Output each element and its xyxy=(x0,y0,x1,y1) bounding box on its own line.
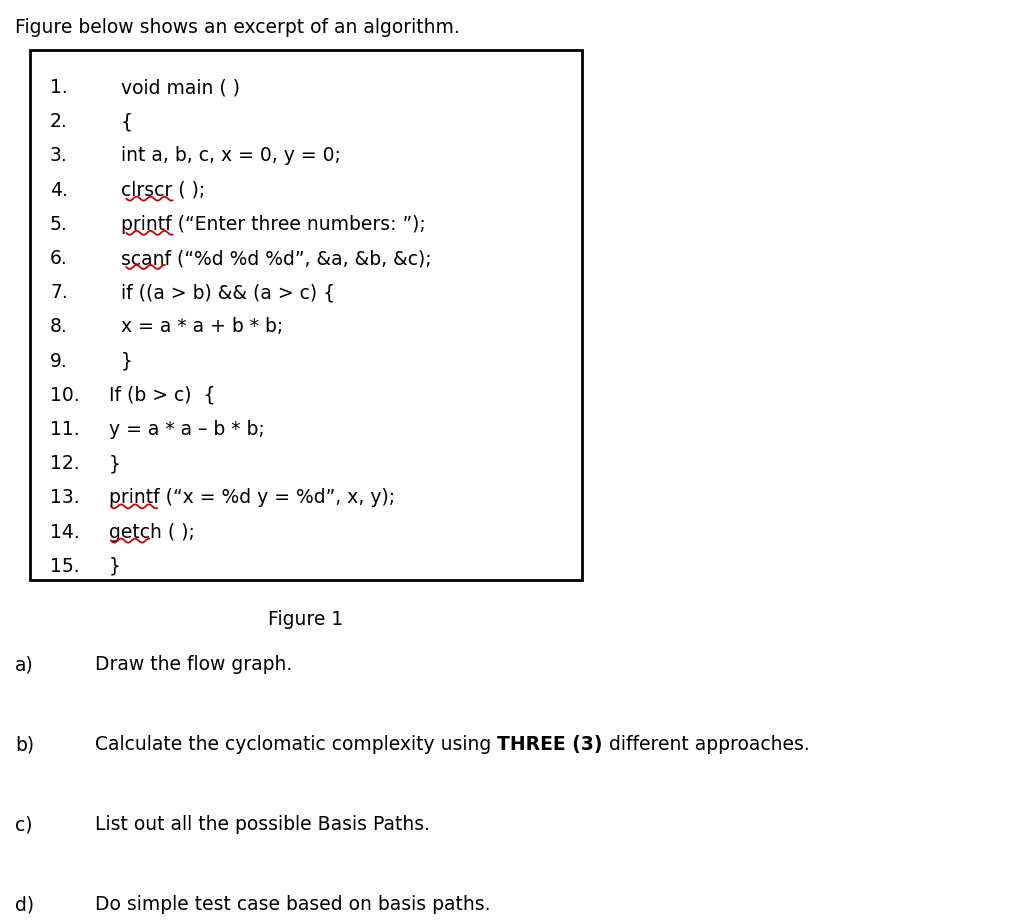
Text: 3.: 3. xyxy=(50,146,68,166)
Text: List out all the possible Basis Paths.: List out all the possible Basis Paths. xyxy=(95,815,430,834)
Text: Do simple test case based on basis paths.: Do simple test case based on basis paths… xyxy=(95,895,490,914)
Text: y = a * a – b * b;: y = a * a – b * b; xyxy=(103,420,265,439)
Text: If (b > c)  {: If (b > c) { xyxy=(103,386,215,405)
Bar xyxy=(30,50,582,580)
Text: }: } xyxy=(103,352,133,370)
Text: int a, b, c, x = 0, y = 0;: int a, b, c, x = 0, y = 0; xyxy=(103,146,341,166)
Text: a): a) xyxy=(15,655,34,674)
Text: 7.: 7. xyxy=(50,283,68,302)
Text: Draw the flow graph.: Draw the flow graph. xyxy=(95,655,292,674)
Text: d): d) xyxy=(15,895,34,914)
Text: if ((a > b) && (a > c) {: if ((a > b) && (a > c) { xyxy=(103,283,335,302)
Text: scanf (“%d %d %d”, &a, &b, &c);: scanf (“%d %d %d”, &a, &b, &c); xyxy=(103,249,432,268)
Text: clrscr ( );: clrscr ( ); xyxy=(103,181,205,200)
Text: 6.: 6. xyxy=(50,249,68,268)
Text: x = a * a + b * b;: x = a * a + b * b; xyxy=(103,318,284,336)
Text: different approaches.: different approaches. xyxy=(603,735,810,754)
Text: 2.: 2. xyxy=(50,112,68,131)
Text: printf (“Enter three numbers: ”);: printf (“Enter three numbers: ”); xyxy=(103,215,426,234)
Text: Calculate the cyclomatic complexity using: Calculate the cyclomatic complexity usin… xyxy=(95,735,498,754)
Text: 8.: 8. xyxy=(50,318,68,336)
Text: 15.: 15. xyxy=(50,557,80,576)
Text: 4.: 4. xyxy=(50,181,68,200)
Text: 14.: 14. xyxy=(50,522,80,542)
Text: 10.: 10. xyxy=(50,386,80,405)
Text: void main ( ): void main ( ) xyxy=(103,78,240,97)
Text: }: } xyxy=(103,454,121,473)
Text: 13.: 13. xyxy=(50,488,80,507)
Text: Figure below shows an excerpt of an algorithm.: Figure below shows an excerpt of an algo… xyxy=(15,18,460,37)
Text: 1.: 1. xyxy=(50,78,68,97)
Text: printf (“x = %d y = %d”, x, y);: printf (“x = %d y = %d”, x, y); xyxy=(103,488,395,507)
Text: 9.: 9. xyxy=(50,352,68,370)
Text: c): c) xyxy=(15,815,33,834)
Text: {: { xyxy=(103,112,133,131)
Text: 11.: 11. xyxy=(50,420,80,439)
Text: THREE (3): THREE (3) xyxy=(498,735,603,754)
Text: 5.: 5. xyxy=(50,215,68,234)
Text: getch ( );: getch ( ); xyxy=(103,522,195,542)
Text: 12.: 12. xyxy=(50,454,80,473)
Text: b): b) xyxy=(15,735,34,754)
Text: Figure 1: Figure 1 xyxy=(268,610,344,629)
Text: }: } xyxy=(103,557,121,576)
